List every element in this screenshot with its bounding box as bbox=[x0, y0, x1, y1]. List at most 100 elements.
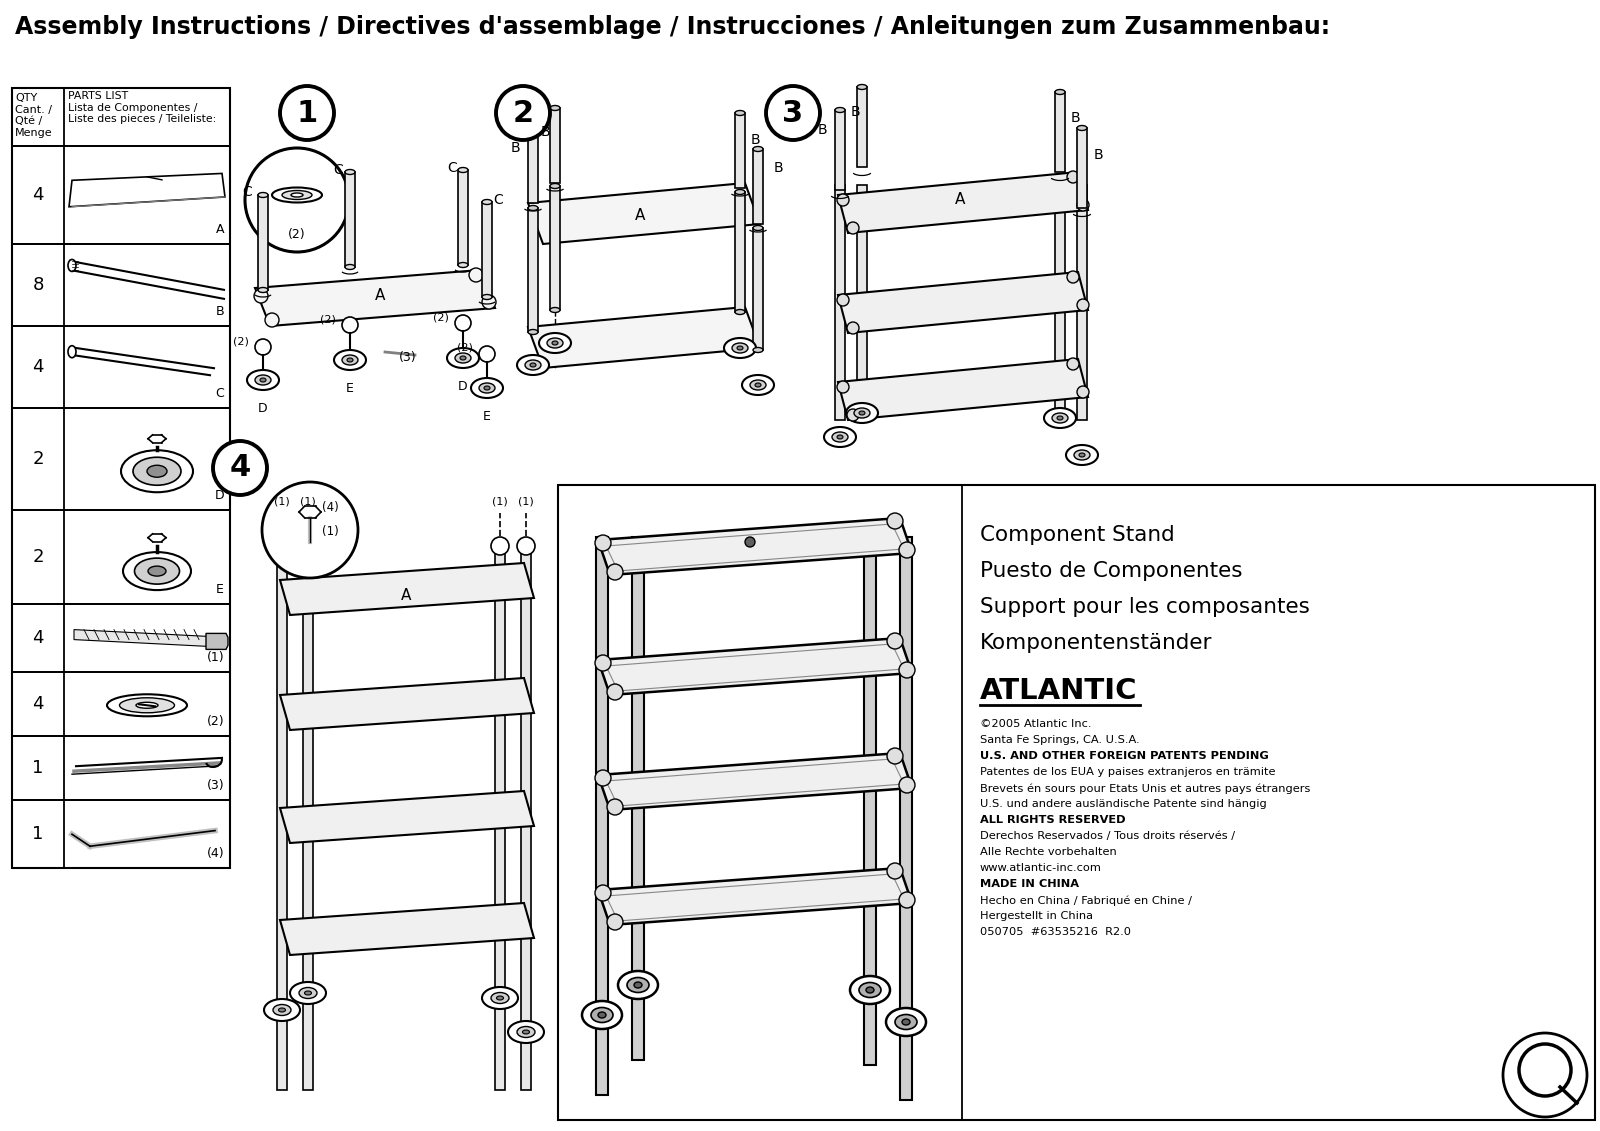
Circle shape bbox=[254, 339, 270, 355]
Ellipse shape bbox=[458, 167, 467, 173]
Polygon shape bbox=[1077, 128, 1086, 208]
Ellipse shape bbox=[1043, 408, 1075, 428]
Ellipse shape bbox=[734, 310, 746, 314]
Circle shape bbox=[606, 684, 622, 700]
Ellipse shape bbox=[304, 991, 312, 995]
Ellipse shape bbox=[754, 347, 763, 353]
Ellipse shape bbox=[517, 355, 549, 375]
Polygon shape bbox=[258, 195, 269, 290]
Text: 1: 1 bbox=[32, 824, 43, 843]
Ellipse shape bbox=[854, 408, 870, 418]
Polygon shape bbox=[206, 633, 229, 649]
Text: (4): (4) bbox=[206, 847, 224, 860]
Polygon shape bbox=[754, 228, 763, 349]
Text: Alle Rechte vorbehalten: Alle Rechte vorbehalten bbox=[979, 847, 1117, 857]
Ellipse shape bbox=[67, 259, 77, 271]
Polygon shape bbox=[522, 549, 531, 1090]
Bar bbox=[13, 510, 230, 604]
Ellipse shape bbox=[446, 348, 478, 368]
Ellipse shape bbox=[528, 126, 538, 130]
Text: (2): (2) bbox=[320, 314, 336, 323]
Polygon shape bbox=[835, 110, 845, 190]
Text: B: B bbox=[1070, 111, 1080, 126]
Ellipse shape bbox=[754, 225, 763, 231]
Polygon shape bbox=[74, 630, 208, 647]
Circle shape bbox=[491, 537, 509, 555]
Text: E: E bbox=[346, 382, 354, 395]
Ellipse shape bbox=[1053, 413, 1069, 423]
Text: Assembly Instructions / Directives d'assemblage / Instrucciones / Anleitungen zu: Assembly Instructions / Directives d'ass… bbox=[14, 15, 1330, 38]
Polygon shape bbox=[595, 537, 608, 1095]
Polygon shape bbox=[835, 185, 845, 420]
Text: B: B bbox=[773, 161, 782, 175]
Text: (1): (1) bbox=[301, 497, 315, 506]
Circle shape bbox=[496, 86, 550, 140]
Ellipse shape bbox=[147, 567, 166, 576]
Polygon shape bbox=[754, 149, 763, 224]
Ellipse shape bbox=[832, 432, 848, 442]
Ellipse shape bbox=[1074, 450, 1090, 460]
Polygon shape bbox=[734, 113, 746, 188]
Polygon shape bbox=[598, 638, 912, 696]
Text: Puesto de Componentes: Puesto de Componentes bbox=[979, 561, 1243, 581]
Polygon shape bbox=[1054, 92, 1066, 172]
Circle shape bbox=[280, 86, 334, 140]
Polygon shape bbox=[838, 271, 1088, 333]
Text: PARTS LIST
Lista de Componentes /
Liste des pieces / Teileliste:: PARTS LIST Lista de Componentes / Liste … bbox=[67, 90, 216, 124]
Polygon shape bbox=[494, 549, 506, 1090]
Ellipse shape bbox=[461, 356, 466, 360]
Ellipse shape bbox=[582, 1001, 622, 1029]
Text: ATLANTIC: ATLANTIC bbox=[979, 677, 1138, 705]
Circle shape bbox=[606, 914, 622, 930]
Text: 2: 2 bbox=[512, 98, 533, 128]
Polygon shape bbox=[899, 537, 912, 1100]
Text: D: D bbox=[258, 402, 267, 415]
Ellipse shape bbox=[530, 363, 536, 366]
Ellipse shape bbox=[1077, 126, 1086, 130]
Circle shape bbox=[1077, 386, 1090, 398]
Ellipse shape bbox=[598, 1012, 606, 1018]
Text: C: C bbox=[446, 161, 458, 175]
Text: U.S. und andere ausländische Patente sind hängig: U.S. und andere ausländische Patente sin… bbox=[979, 798, 1267, 809]
Ellipse shape bbox=[528, 329, 538, 335]
Polygon shape bbox=[864, 537, 877, 1065]
Polygon shape bbox=[69, 173, 226, 207]
Circle shape bbox=[846, 322, 859, 334]
Polygon shape bbox=[598, 753, 912, 810]
Circle shape bbox=[595, 535, 611, 551]
Text: Support pour les composantes: Support pour les composantes bbox=[979, 597, 1310, 618]
Ellipse shape bbox=[491, 993, 509, 1003]
Text: B: B bbox=[750, 133, 760, 147]
Ellipse shape bbox=[517, 1027, 534, 1037]
Text: (1): (1) bbox=[322, 526, 339, 538]
Bar bbox=[13, 408, 230, 510]
Ellipse shape bbox=[136, 702, 158, 708]
Polygon shape bbox=[280, 563, 534, 615]
Polygon shape bbox=[528, 183, 760, 244]
Circle shape bbox=[837, 381, 850, 392]
Text: 050705  #63535216  R2.0: 050705 #63535216 R2.0 bbox=[979, 927, 1131, 936]
Text: B: B bbox=[216, 305, 224, 318]
Circle shape bbox=[213, 441, 267, 495]
Bar bbox=[13, 672, 230, 736]
Ellipse shape bbox=[733, 343, 749, 353]
Text: Komponentenständer: Komponentenständer bbox=[979, 633, 1213, 653]
Circle shape bbox=[342, 317, 358, 333]
Circle shape bbox=[1077, 299, 1090, 311]
Text: A: A bbox=[374, 287, 386, 302]
Circle shape bbox=[886, 748, 902, 765]
Polygon shape bbox=[280, 677, 534, 729]
Ellipse shape bbox=[246, 370, 278, 390]
Circle shape bbox=[1077, 199, 1090, 211]
Ellipse shape bbox=[755, 383, 762, 387]
Circle shape bbox=[595, 884, 611, 901]
Text: (3): (3) bbox=[206, 779, 224, 792]
Ellipse shape bbox=[750, 380, 766, 390]
Ellipse shape bbox=[738, 346, 742, 349]
Text: (4): (4) bbox=[322, 501, 339, 515]
Bar bbox=[13, 88, 230, 867]
Ellipse shape bbox=[618, 972, 658, 999]
Bar bbox=[558, 485, 1595, 1120]
Ellipse shape bbox=[483, 386, 490, 390]
Ellipse shape bbox=[509, 1021, 544, 1043]
